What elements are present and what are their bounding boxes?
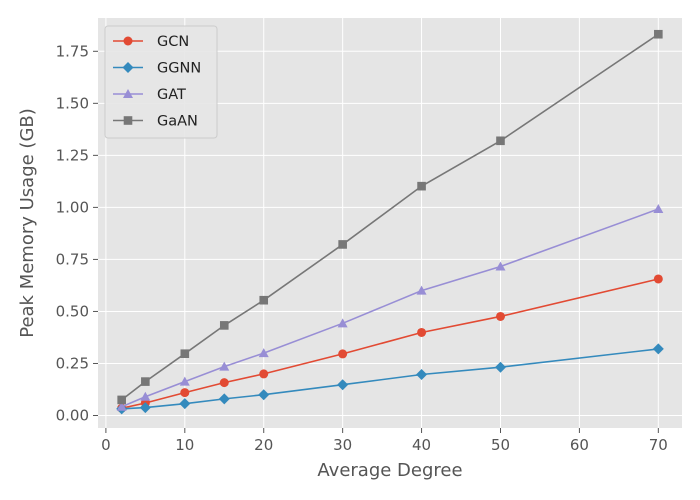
x-tick-label: 50 (491, 436, 510, 454)
data-point-gcn (338, 349, 348, 359)
y-tick-label: 0.75 (56, 250, 89, 268)
data-point-gcn (259, 369, 269, 379)
data-point-ggnn (652, 343, 664, 355)
data-point-ggnn (139, 402, 151, 414)
data-point-gaan (180, 349, 190, 359)
data-point-ggnn (416, 369, 428, 381)
data-point-gaan (141, 377, 150, 386)
data-point-ggnn (218, 393, 230, 405)
data-point-gat (653, 204, 664, 214)
legend-label: GaAN (157, 114, 198, 130)
series-gat (116, 204, 664, 411)
legend-item-ggnn: GGNN (113, 61, 201, 77)
data-point-gaan (117, 395, 126, 405)
legend-item-gcn: GCN (113, 34, 189, 50)
data-point-gat (337, 318, 348, 328)
data-point-ggnn (494, 361, 506, 373)
y-tick-label: 0.00 (56, 407, 89, 425)
data-point-gaan (338, 240, 347, 249)
y-tick-label: 0.25 (56, 354, 89, 372)
data-point-gat (116, 401, 127, 411)
legend-marker (123, 36, 133, 46)
data-point-gaan (417, 181, 426, 191)
data-point-gcn (495, 311, 505, 321)
legend-marker (122, 62, 134, 73)
data-point-gat (219, 361, 230, 371)
y-tick-label: 1.50 (56, 94, 89, 112)
legend: GCN GGNN GAT GaAN (104, 25, 218, 139)
legend-label: GCN (157, 34, 189, 50)
data-point-ggnn (258, 389, 270, 401)
y-tick-label: 1.00 (56, 198, 89, 216)
data-point-gat (258, 348, 269, 358)
y-axis-ticks: 0.00 0.25 0.50 0.75 1.00 1.25 1.50 1.75 (56, 42, 98, 425)
x-tick-label: 60 (570, 436, 589, 454)
data-point-gaan (259, 295, 269, 305)
data-point-gat (179, 376, 190, 386)
y-tick-label: 0.50 (56, 302, 89, 320)
x-tick-label: 0 (101, 436, 111, 454)
legend-item-gat: GAT (113, 87, 186, 103)
x-axis-ticks: 0 10 20 30 40 50 60 70 (101, 428, 668, 454)
data-point-ggnn (179, 398, 191, 410)
x-axis-title: Average Degree (317, 460, 462, 481)
y-tick-label: 1.25 (56, 146, 89, 164)
y-tick-label: 1.75 (56, 42, 89, 60)
legend-marker (123, 116, 133, 125)
data-point-ggnn (337, 379, 349, 391)
x-tick-label: 20 (254, 436, 273, 454)
x-tick-label: 30 (333, 436, 352, 454)
legend-label: GGNN (157, 61, 201, 77)
data-point-gat (495, 261, 506, 271)
data-point-gat (416, 285, 427, 295)
series-gaan (117, 29, 663, 405)
grid (98, 18, 682, 428)
series-ggnn (116, 343, 664, 415)
series-group (116, 29, 664, 415)
x-tick-label: 70 (649, 436, 668, 454)
legend-item-gaan: GaAN (113, 114, 198, 130)
data-point-gat (140, 391, 151, 401)
data-point-gcn (219, 378, 229, 388)
data-point-gcn (180, 388, 190, 398)
legend-box (104, 25, 218, 139)
legend-label: GAT (157, 87, 186, 103)
data-point-gaan (496, 136, 505, 146)
data-point-gaan (654, 29, 663, 39)
x-tick-label: 40 (412, 436, 431, 454)
data-point-gcn (417, 327, 427, 337)
data-point-gcn (653, 274, 663, 284)
legend-marker (123, 89, 133, 98)
x-tick-label: 10 (175, 436, 194, 454)
data-point-gaan (219, 321, 229, 330)
y-axis-title: Peak Memory Usage (GB) (17, 108, 38, 338)
